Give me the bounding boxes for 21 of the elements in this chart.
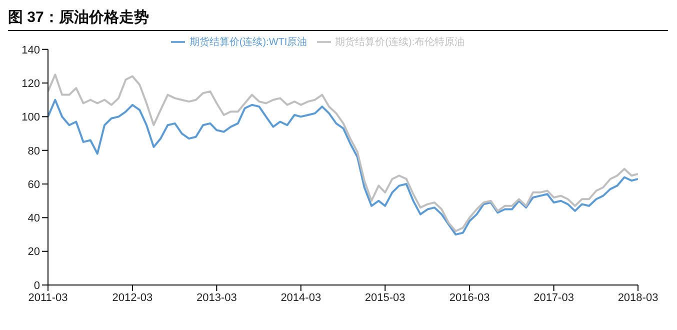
x-tick-label: 2013-03 — [196, 292, 237, 304]
x-tick-label: 2015-03 — [364, 292, 406, 304]
y-tick-label: 140 — [22, 44, 40, 56]
y-tick-label: 120 — [22, 78, 40, 90]
y-tick-label: 80 — [28, 145, 40, 158]
legend-label: 期货结算价(连续):WTI原油 — [189, 37, 308, 48]
x-tick-label: 2011-03 — [28, 292, 68, 304]
y-tick-label: 60 — [28, 178, 40, 191]
x-tick-label: 2018-03 — [618, 292, 658, 304]
y-tick-label: 0 — [34, 280, 40, 292]
x-tick-label: 2014-03 — [280, 292, 322, 304]
line-series — [48, 98, 638, 236]
y-tick-label: 20 — [28, 246, 40, 258]
x-tick-label: 2012-03 — [112, 292, 153, 304]
x-tick-label: 2017-03 — [534, 292, 574, 304]
y-tick-label: 40 — [28, 212, 40, 225]
x-tick-label: 2016-03 — [449, 292, 490, 304]
chart-title: 图 37：原油价格走势 — [8, 8, 668, 31]
line-series — [48, 74, 638, 232]
legend-label: 期货结算价(连续):布伦特原油 — [335, 37, 465, 48]
y-tick-label: 100 — [22, 112, 40, 124]
